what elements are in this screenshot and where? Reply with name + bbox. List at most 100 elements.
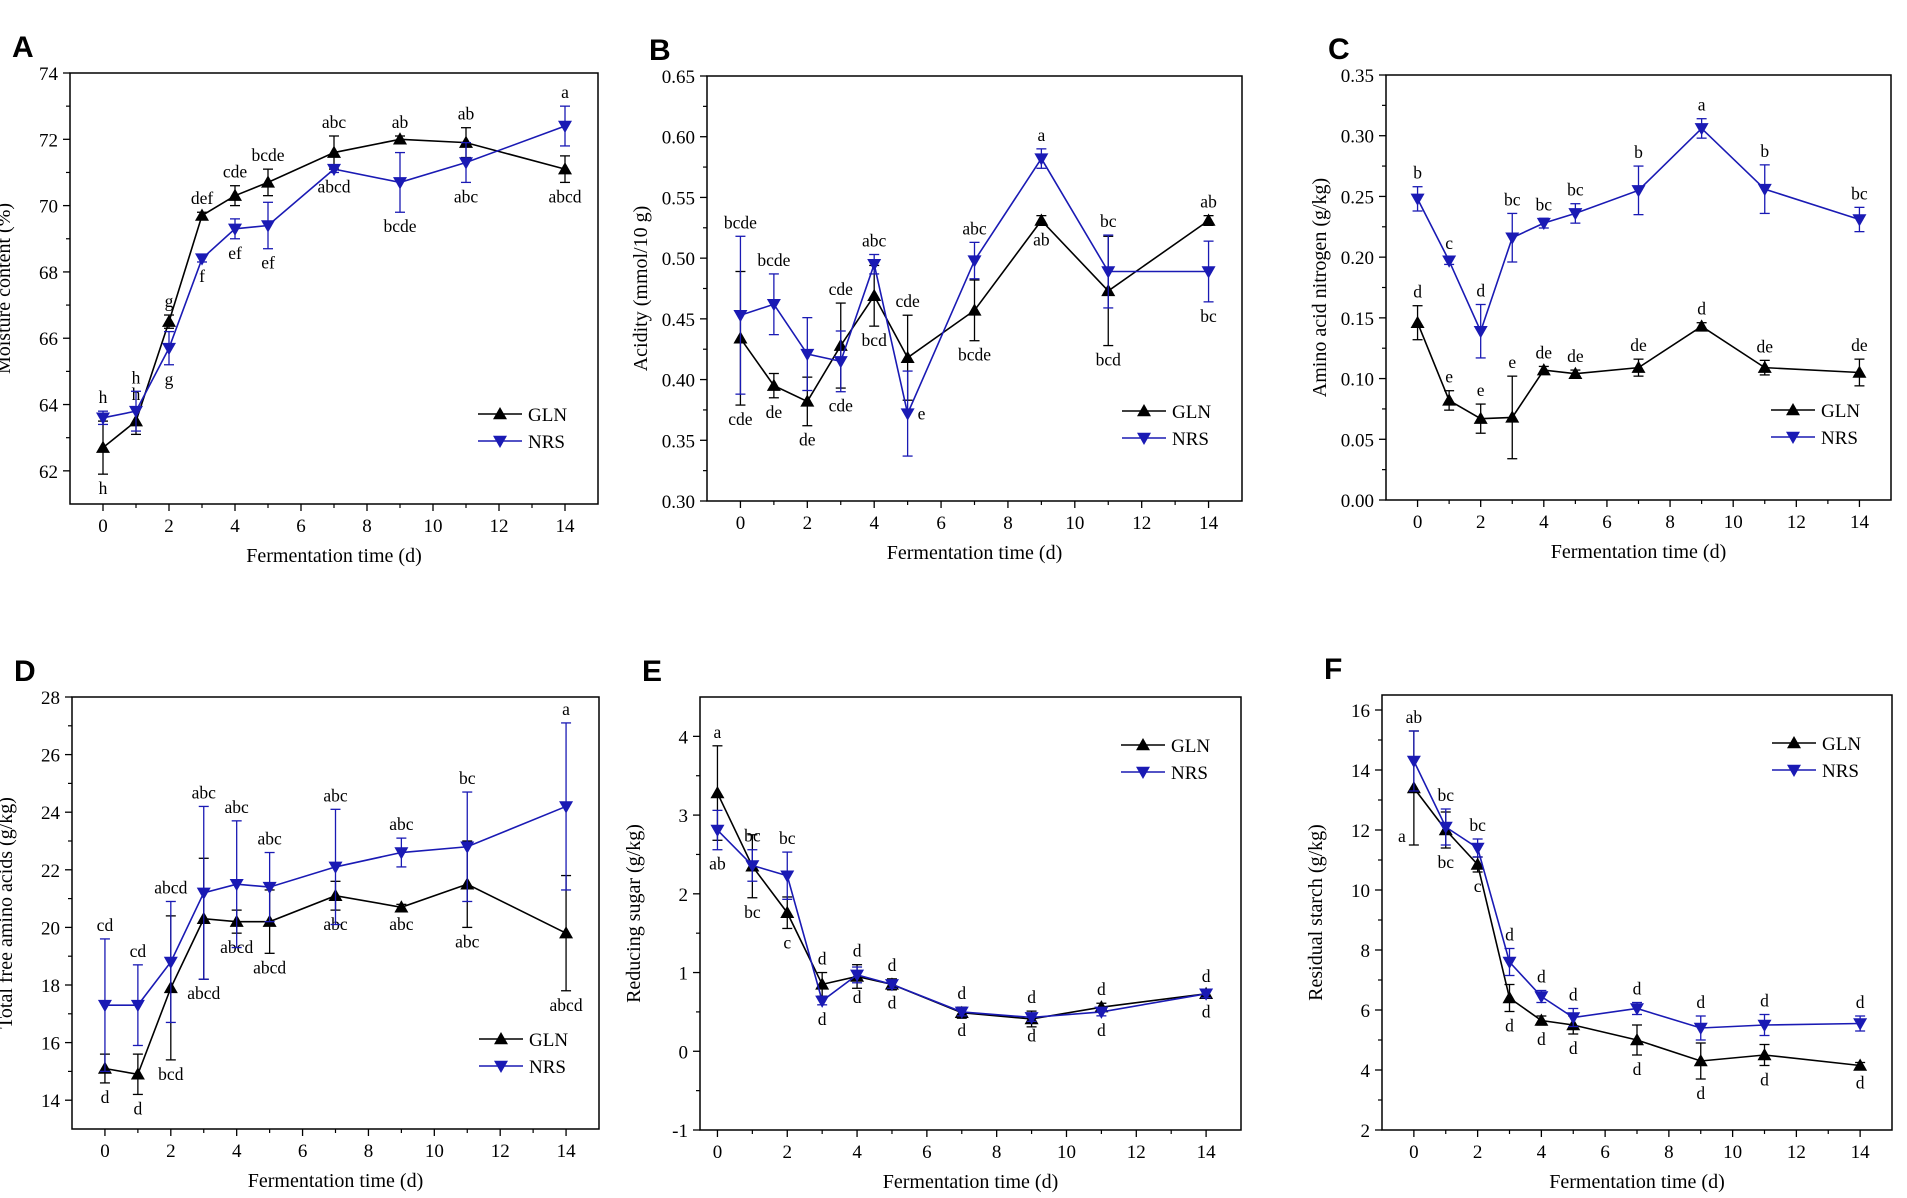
significance-letter: b [1760,141,1769,161]
data-point-nrs [884,979,899,992]
data-point-nrs [967,255,982,268]
legend-marker [1137,432,1151,445]
x-tick-label: 10 [1057,1142,1076,1163]
significance-letter: cd [130,941,147,961]
data-point-gln [1502,991,1517,1004]
data-point-gln [558,162,572,175]
x-tick-label: 12 [1787,512,1806,533]
legend-label: NRS [1821,428,1858,449]
significance-letter: d [1760,991,1769,1011]
data-point-gln [1034,213,1049,226]
x-tick-label: 4 [1539,512,1549,533]
x-tick-label: 6 [296,516,306,537]
significance-letter: h [99,387,108,407]
panel-b: B 0 2 4 6 8 10 12 14 0.30 0.35 0.40 0.45 0.50 0.55 0.60… [630,34,1243,564]
significance-letter: d [1505,925,1514,945]
data-point-nrs [328,861,343,874]
x-tick-label: 12 [1132,513,1151,534]
data-point-gln [1473,411,1488,424]
legend-marker [494,1060,508,1073]
y-tick-label: 0.40 [662,371,695,392]
significance-letter: abcd [548,186,581,206]
data-point-gln [800,394,815,407]
significance-letter: c [783,932,791,952]
y-tick-label: 0.20 [1341,248,1374,269]
x-tick-label: 8 [362,516,372,537]
significance-letter: abc [225,797,250,817]
x-tick-label: 4 [869,513,879,534]
data-point-gln [162,314,176,327]
significance-letter: de [1536,342,1553,362]
legend-label: GLN [1172,402,1211,423]
x-tick-label: 0 [100,1141,110,1162]
x-tick-label: 6 [1602,512,1612,533]
y-tick-label: 0 [679,1042,689,1063]
y-axis-label: Total free amino acids (g/kg) [0,797,17,1029]
significance-letter: abc [862,231,887,251]
x-tick-label: 4 [852,1142,862,1163]
x-axis-label: Fermentation time (d) [246,545,422,567]
data-point-gln [780,905,795,918]
y-tick-label: 2 [1361,1121,1371,1142]
y-tick-label: 0.55 [662,188,695,209]
data-point-nrs [1630,1003,1644,1016]
significance-letter: d [1202,1002,1211,1022]
significance-letter: b [1634,142,1643,162]
data-point-gln [393,132,407,145]
data-point-nrs [459,157,473,170]
legend-label: NRS [1822,761,1859,782]
y-axis-label: Moisture content (%) [0,203,15,374]
data-point-gln [130,1067,145,1080]
panel-letter: C [1328,33,1350,66]
significance-letter: abc [257,829,282,849]
data-point-nrs [954,1006,969,1019]
significance-letter: bcd [158,1064,184,1084]
y-tick-label: 0.35 [662,431,695,452]
data-point-nrs [393,177,407,190]
significance-letter: bc [1504,189,1521,209]
data-point-gln [559,926,574,939]
y-tick-label: 1 [679,964,689,985]
y-axis-label: Amino acid nitrogen (g/kg) [1309,178,1331,397]
series-line-nrs [104,805,567,1006]
significance-letter: d [1202,966,1211,986]
series-line-gln [104,883,567,1076]
significance-letter: ab [1406,707,1423,727]
x-tick-label: 14 [557,1141,577,1162]
series-line-gln [1416,322,1860,420]
y-tick-label: 14 [41,1091,61,1112]
x-tick-label: 8 [364,1141,374,1162]
significance-letter: ab [709,854,726,874]
data-point-gln [1505,410,1520,423]
y-tick-label: 2 [679,885,689,906]
legend: GLN NRS [1772,734,1861,782]
data-point-nrs [1406,755,1421,768]
y-tick-label: 16 [41,1034,60,1055]
significance-letter: a [714,722,722,742]
x-tick-label: 4 [230,516,240,537]
significance-letter: bc [1851,183,1868,203]
data-point-gln [195,208,209,221]
y-axis-label: Acidity (mmol/10 g) [630,206,652,372]
x-tick-label: 10 [425,1141,444,1162]
significance-letter: bc [459,768,476,788]
panel-f: F 0 2 4 6 8 10 12 14 2 4 6 8 10 12 14 16 Fermentation tim… [1305,653,1893,1193]
y-tick-label: 0.65 [662,67,695,88]
significance-letter: d [1569,985,1578,1005]
significance-letter: ef [261,253,275,273]
significance-letter: abc [454,186,479,206]
legend-label: NRS [1172,429,1209,450]
significance-letter: abcd [253,957,286,977]
data-point-nrs [1442,255,1457,268]
significance-letter: bcde [724,212,757,232]
significance-letter: d [853,941,862,961]
significance-letter: a [561,82,569,102]
x-tick-label: 8 [1003,513,1013,534]
significance-letter: bc [744,902,761,922]
data-point-gln [1630,1033,1644,1046]
significance-letter: abcd [317,176,350,196]
significance-letter: de [1567,346,1584,366]
x-tick-label: 12 [490,516,509,537]
data-point-nrs [558,120,572,134]
